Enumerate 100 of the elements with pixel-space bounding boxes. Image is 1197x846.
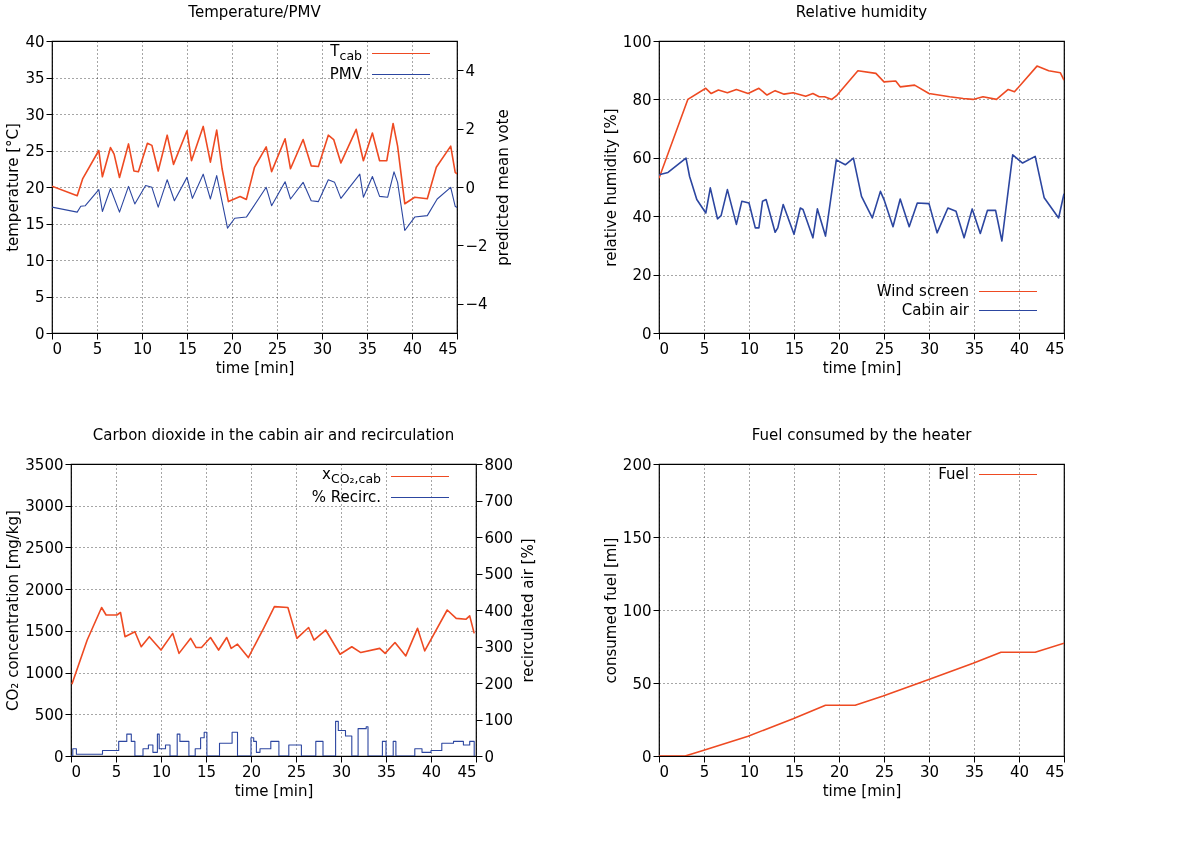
y-tick-label: 1500: [25, 622, 64, 641]
x-tick-label: 40: [421, 762, 442, 781]
chart-title: Carbon dioxide in the cabin air and recirculation: [92, 426, 455, 444]
line-series: [52, 122, 457, 205]
x-tick-label: 20: [829, 762, 850, 781]
line-series: [659, 642, 1064, 756]
x-axis-title: time [min]: [215, 358, 295, 377]
x-tick-label: 20: [222, 339, 243, 358]
x-tick-label: 0: [659, 762, 670, 781]
x-axis-title: time [min]: [822, 358, 902, 377]
y-tick-label: 0: [641, 324, 652, 343]
y-tick-label: 40: [25, 32, 45, 51]
x-tick-label: 15: [784, 762, 805, 781]
x-tick-label: 40: [1009, 339, 1030, 358]
y-tick-label: 20: [25, 178, 45, 197]
legend-label: PMV: [329, 65, 362, 84]
y-axis-title: CO₂ concentration [mg/kg]: [4, 510, 23, 711]
y-tick-label: 5: [34, 288, 45, 306]
x-tick-label: 0: [71, 762, 82, 781]
y2-tick-label: 400: [484, 601, 514, 620]
x-tick-label: 45: [1045, 339, 1065, 358]
y2-tick-label: 2: [465, 120, 476, 139]
y-tick-label: 500: [34, 705, 64, 724]
legend-label: % Recirc.: [311, 488, 381, 507]
y-tick-label: 50: [632, 674, 652, 693]
x-tick-label: 30: [919, 762, 940, 781]
y-tick-label: 2500: [25, 538, 64, 557]
y2-tick-label: 0: [465, 178, 476, 197]
y-tick-label: 2000: [25, 580, 64, 599]
x-tick-label: 35: [357, 339, 378, 358]
line-series: [52, 171, 457, 232]
y2-tick-label: 300: [484, 638, 514, 656]
y2-tick-label: 800: [484, 455, 514, 474]
y-tick-label: 0: [641, 747, 652, 766]
y-tick-label: 3500: [25, 455, 64, 474]
x-tick-label: 15: [196, 762, 217, 781]
x-tick-label: 30: [919, 339, 940, 358]
y-axis-title: relative humidity [%]: [601, 108, 620, 267]
x-axis-title: time [min]: [234, 781, 314, 800]
chart-title: Fuel consumed by the heater: [751, 426, 973, 444]
legend-label: Fuel: [938, 465, 969, 484]
y-tick-label: 80: [632, 90, 652, 109]
line-series: [659, 65, 1064, 180]
y2-tick-label: 700: [484, 492, 514, 510]
y2-tick-label: 0: [484, 747, 495, 766]
y-axis-title: temperature [°C]: [4, 123, 23, 252]
x-tick-label: 45: [1045, 762, 1065, 781]
chart-title: Temperature/PMV: [187, 3, 322, 21]
y-tick-label: 15: [25, 215, 45, 233]
y2-tick-label: 500: [484, 565, 514, 583]
x-tick-label: 15: [177, 339, 198, 358]
y-tick-label: 10: [25, 251, 45, 270]
y-tick-label: 35: [25, 69, 45, 87]
y-tick-label: 1000: [25, 664, 64, 683]
x-tick-label: 10: [739, 762, 760, 781]
x-tick-label: 35: [964, 762, 985, 781]
x-tick-label: 25: [267, 339, 288, 358]
y2-tick-label: −4: [465, 295, 488, 314]
y-tick-label: 200: [622, 455, 652, 474]
chart-title: Relative humidity: [795, 3, 928, 21]
x-tick-label: 40: [402, 339, 423, 358]
x-tick-label: 20: [241, 762, 262, 781]
y2-tick-label: −2: [465, 236, 488, 255]
x-tick-label: 40: [1009, 762, 1030, 781]
line-series: [71, 605, 475, 686]
x-tick-label: 10: [739, 339, 760, 358]
x-tick-label: 5: [699, 339, 710, 358]
y-tick-label: 40: [632, 207, 652, 226]
x-tick-label: 45: [457, 762, 477, 781]
y2-tick-label: 600: [484, 528, 514, 547]
y-tick-label: 20: [632, 266, 652, 285]
y2-axis-title: predicted mean vote: [493, 109, 512, 266]
x-tick-label: 35: [376, 762, 397, 781]
x-tick-label: 5: [92, 339, 103, 358]
x-tick-label: 0: [659, 339, 670, 358]
x-tick-label: 30: [331, 762, 352, 781]
y-tick-label: 0: [53, 747, 64, 766]
y-tick-label: 100: [622, 32, 652, 51]
y-tick-label: 30: [25, 105, 45, 124]
x-tick-label: 5: [111, 762, 122, 781]
y2-tick-label: 100: [484, 711, 514, 729]
y2-tick-label: 4: [465, 61, 476, 80]
y-tick-label: 60: [632, 149, 652, 168]
y-tick-label: 0: [34, 324, 45, 343]
x-tick-label: 35: [964, 339, 985, 358]
x-tick-label: 15: [784, 339, 805, 358]
y-tick-label: 100: [622, 601, 652, 620]
legend: Fuel: [938, 465, 1037, 484]
legend-label: Cabin air: [901, 301, 969, 320]
x-tick-label: 25: [874, 762, 895, 781]
x-axis-title: time [min]: [822, 781, 902, 800]
x-tick-label: 5: [699, 762, 710, 781]
x-tick-label: 25: [286, 762, 307, 781]
x-tick-label: 25: [874, 339, 895, 358]
legend-label: T$_{cab}$: [330, 42, 362, 65]
x-tick-label: 10: [151, 762, 172, 781]
y-tick-label: 150: [622, 528, 652, 547]
x-tick-label: 20: [829, 339, 850, 358]
y2-axis-title: recirculated air [%]: [519, 538, 538, 683]
x-tick-label: 10: [132, 339, 153, 358]
